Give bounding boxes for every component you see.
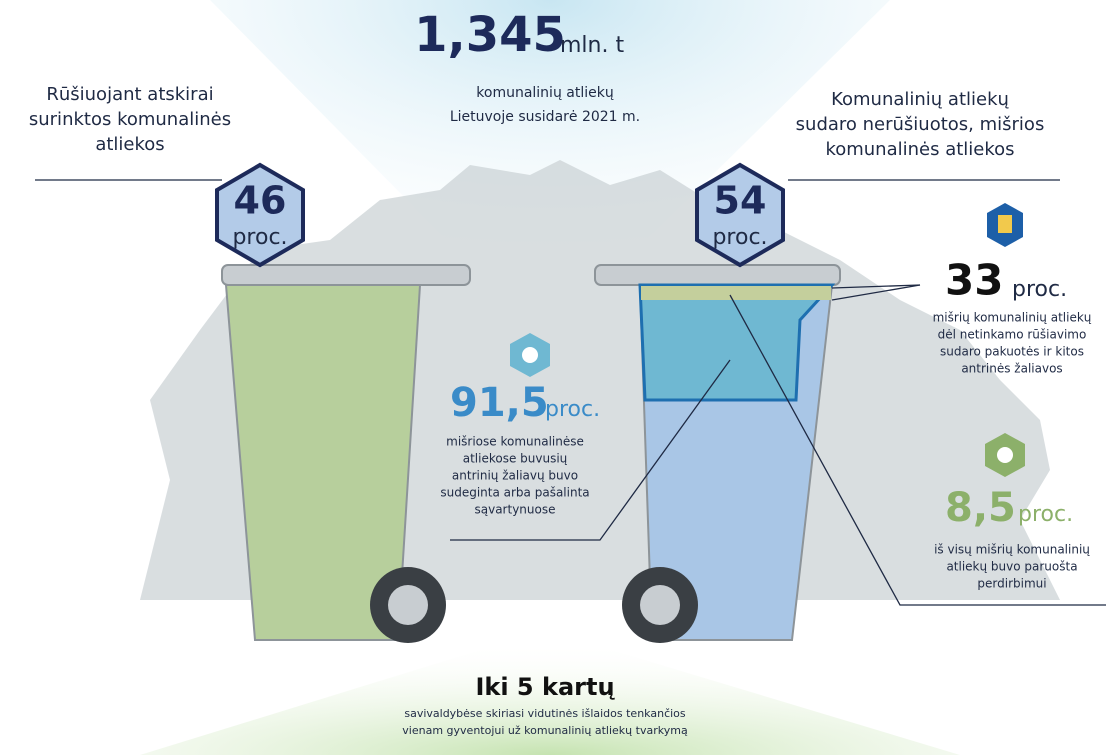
stat-unit: proc. — [1018, 502, 1073, 527]
stat-text: antrinės žaliavos — [961, 362, 1062, 376]
stat-text: sudaro pakuotės ir kitos — [940, 345, 1084, 359]
connectors — [35, 179, 1106, 606]
stat-text: perdirbimui — [977, 577, 1046, 591]
stat-text: sudeginta arba pašalinta — [440, 486, 589, 500]
left-value: 46 — [234, 179, 287, 223]
right-label: Komunalinių atliekų — [831, 89, 1009, 110]
stat-value: 33 — [945, 256, 1003, 305]
left-unit: proc. — [232, 225, 287, 250]
right-label: sudaro nerūšiuotos, mišrios — [796, 114, 1045, 135]
bottom-title: Iki 5 kartų — [475, 673, 615, 701]
stat-text: iš visų mišrių komunalinių — [934, 543, 1090, 557]
stat-value: 8,5 — [945, 485, 1016, 531]
right-bin — [594, 264, 841, 643]
stat-text: atliekų buvo paruošta — [946, 560, 1077, 574]
icon — [985, 433, 1025, 477]
stat-unit: proc. — [545, 397, 600, 422]
stat-value: 91,5 — [450, 380, 549, 426]
icon — [987, 203, 1023, 247]
stat-text: dėl netinkamo rūšiavimo — [938, 328, 1087, 342]
left-bin — [221, 264, 471, 643]
stat-text: sąvartynuose — [475, 503, 556, 517]
stat-text: mišrių komunalinių atliekų — [933, 311, 1092, 325]
headline-text: Lietuvoje susidarė 2021 m. — [450, 109, 640, 125]
left-label: atliekos — [95, 134, 164, 155]
stat-unit: proc. — [1012, 277, 1067, 302]
hexagon — [695, 162, 785, 268]
stat-text: antrinių žaliavų buvo — [452, 469, 578, 483]
stat-text: atliekose buvusių — [463, 452, 568, 466]
hexagon — [215, 162, 305, 268]
headline-unit: mln. t — [560, 33, 624, 58]
stat-text: mišriose komunalinėse — [446, 435, 584, 449]
headline-value: 1,345 — [414, 7, 566, 63]
bottom-text: savivaldybėse skiriasi vidutinės išlaido… — [404, 707, 686, 720]
right-label: komunalinės atliekos — [825, 139, 1014, 160]
headline-text: komunalinių atliekų — [476, 85, 614, 101]
left-label: Rūšiuojant atskirai — [46, 84, 213, 105]
right-value: 54 — [714, 179, 767, 223]
icon — [510, 333, 550, 377]
right-unit: proc. — [712, 225, 767, 250]
bottom-text: vienam gyventojui už komunalinių atliekų… — [402, 724, 688, 737]
left-label: surinktos komunalinės — [29, 109, 231, 130]
bottom-glow — [140, 630, 960, 755]
